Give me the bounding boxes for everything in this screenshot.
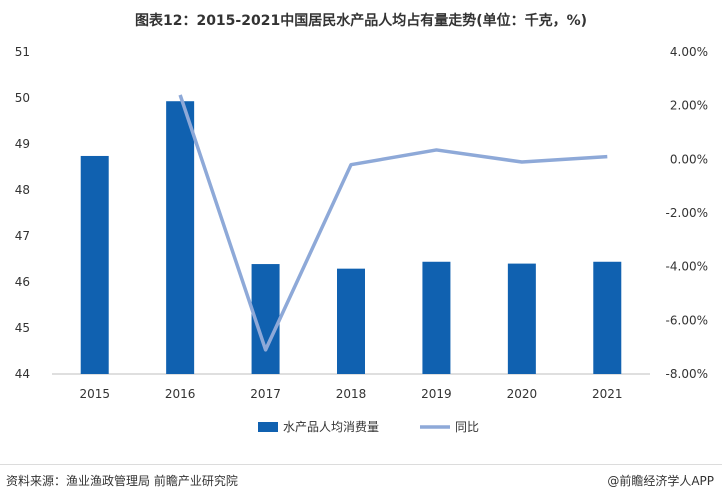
x-tick-label: 2019	[421, 387, 452, 401]
bar-series	[80, 101, 622, 374]
chart-title: 图表12：2015-2021中国居民水产品人均占有量走势(单位：千克，%)	[134, 13, 588, 29]
brand-credit: @前瞻经济学人APP	[607, 474, 714, 488]
bar	[80, 155, 109, 374]
right-axis: -8.00% -6.00% -4.00% -2.00% 0.00% 2.00% 4.00%	[666, 45, 708, 381]
bar	[422, 261, 451, 374]
series-line	[178, 94, 608, 352]
bar	[166, 101, 195, 374]
left-axis: 44 45 46 47 48 49 50 51	[15, 45, 30, 381]
legend-line-label: 同比	[455, 420, 479, 434]
legend-bar-label: 水产品人均消费量	[283, 420, 379, 434]
x-tick-label: 2017	[250, 387, 281, 401]
left-tick-label: 46	[15, 275, 30, 289]
x-tick-label: 2018	[336, 387, 367, 401]
right-tick-label: 0.00%	[670, 152, 708, 166]
right-tick-label: 4.00%	[670, 45, 708, 59]
x-tick-label: 2015	[79, 387, 110, 401]
bar	[507, 263, 536, 374]
right-tick-label: -2.00%	[666, 206, 708, 220]
legend-bar-swatch	[258, 422, 278, 432]
x-axis: 2015 2016 2017 2018 2019 2020 2021	[79, 387, 622, 401]
x-tick-label: 2016	[165, 387, 196, 401]
bar	[593, 261, 622, 374]
x-tick-label: 2021	[592, 387, 623, 401]
left-tick-label: 44	[15, 367, 30, 381]
left-tick-label: 47	[15, 229, 30, 243]
x-tick-label: 2020	[507, 387, 538, 401]
right-tick-label: -4.00%	[666, 260, 708, 274]
right-tick-label: 2.00%	[670, 99, 708, 113]
source-note: 资料来源：渔业渔政管理局 前瞻产业研究院	[6, 474, 238, 488]
left-tick-label: 45	[15, 321, 30, 335]
right-tick-label: -6.00%	[666, 313, 708, 327]
left-tick-label: 51	[15, 45, 30, 59]
left-tick-label: 50	[15, 91, 30, 105]
right-tick-label: -8.00%	[666, 367, 708, 381]
line-series	[178, 94, 608, 352]
left-tick-label: 48	[15, 183, 30, 197]
legend: 水产品人均消费量 同比	[258, 420, 479, 434]
bar	[337, 268, 365, 374]
left-tick-label: 49	[15, 137, 30, 151]
footer-divider	[0, 464, 722, 465]
